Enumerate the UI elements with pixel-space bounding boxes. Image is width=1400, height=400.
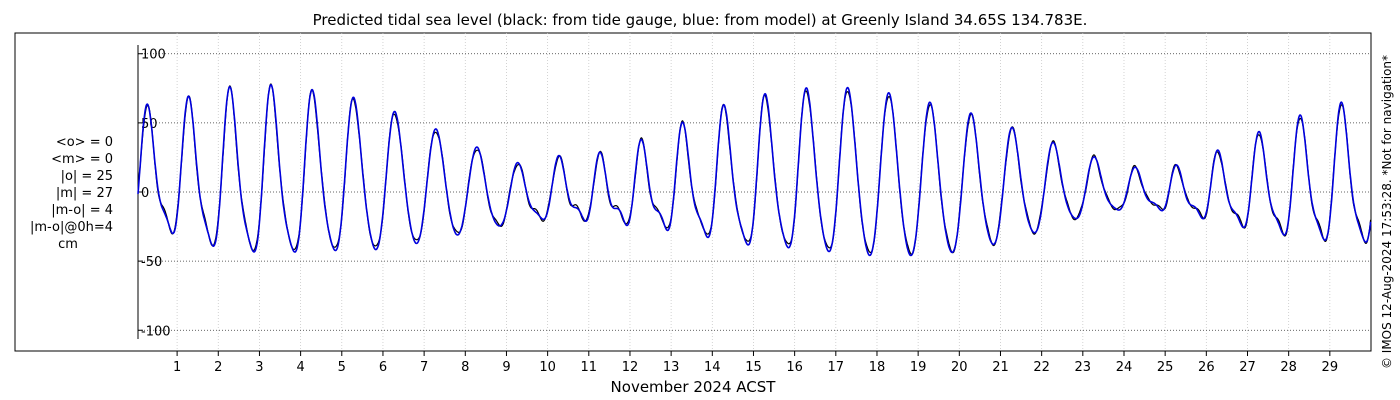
stat-line: |o| = 25: [61, 169, 113, 184]
x-tick-label: 24: [1116, 360, 1133, 375]
x-tick-label: 23: [1075, 360, 1092, 375]
y-tick-label: 0: [141, 186, 149, 201]
stat-line: <m> = 0: [51, 152, 113, 167]
x-tick-label: 7: [420, 360, 428, 375]
y-tick-label: -100: [141, 324, 171, 339]
x-tick-label: 21: [992, 360, 1009, 375]
x-tick-label: 19: [910, 360, 927, 375]
outer-frame: [14, 32, 1372, 352]
series-group: [137, 83, 1372, 257]
x-tick-label: 3: [255, 360, 263, 375]
stat-line: |m| = 27: [56, 186, 113, 201]
y-axis: -100 -50 0 50 100: [137, 45, 171, 339]
stat-line: |m-o| = 4: [51, 203, 113, 218]
x-tick-label: 12: [622, 360, 639, 375]
model-line: [137, 84, 1372, 257]
grid-lines: [138, 33, 1371, 351]
x-tick-label: 13: [663, 360, 680, 375]
x-tick-label: 14: [704, 360, 721, 375]
x-tick-label: 20: [951, 360, 968, 375]
x-tick-label: 26: [1198, 360, 1215, 375]
x-tick-label: 1: [173, 360, 181, 375]
chart-title: Predicted tidal sea level (black: from t…: [313, 11, 1088, 29]
x-axis: 1 2 3 4 5 6 7 8 9 10 11 12 13 14 15 16 17 18 19 20 21 22 23 24 2…: [173, 351, 1338, 375]
x-tick-label: 17: [828, 360, 845, 375]
x-tick-label: 18: [869, 360, 886, 375]
x-tick-label: 25: [1157, 360, 1174, 375]
x-tick-label: 15: [745, 360, 762, 375]
x-tick-label: 28: [1280, 360, 1297, 375]
stat-line: <o> = 0: [56, 135, 113, 150]
stat-line: cm: [58, 237, 78, 252]
x-tick-label: 10: [539, 360, 556, 375]
y-tick-label: 100: [141, 48, 166, 63]
x-axis-label: November 2024 ACST: [611, 378, 777, 396]
credit-text: © IMOS 12-Aug-2024 17:53:28. *Not for na…: [1380, 55, 1394, 369]
x-tick-label: 8: [461, 360, 469, 375]
x-tick-label: 9: [502, 360, 510, 375]
x-tick-label: 27: [1239, 360, 1256, 375]
x-tick-label: 22: [1033, 360, 1050, 375]
x-tick-label: 2: [214, 360, 222, 375]
x-tick-label: 5: [338, 360, 346, 375]
x-tick-label: 16: [786, 360, 803, 375]
y-tick-label: -50: [141, 255, 162, 270]
x-tick-label: 29: [1322, 360, 1339, 375]
x-tick-label: 6: [379, 360, 387, 375]
x-tick-label: 4: [296, 360, 304, 375]
stats-block: <o> = 0 <m> = 0 |o| = 25 |m| = 27 |m-o| = 4 |…: [30, 135, 113, 252]
stat-line: |m-o|@0h=4: [30, 220, 113, 235]
y-tick-label: 50: [141, 117, 158, 132]
x-tick-label: 11: [581, 360, 598, 375]
